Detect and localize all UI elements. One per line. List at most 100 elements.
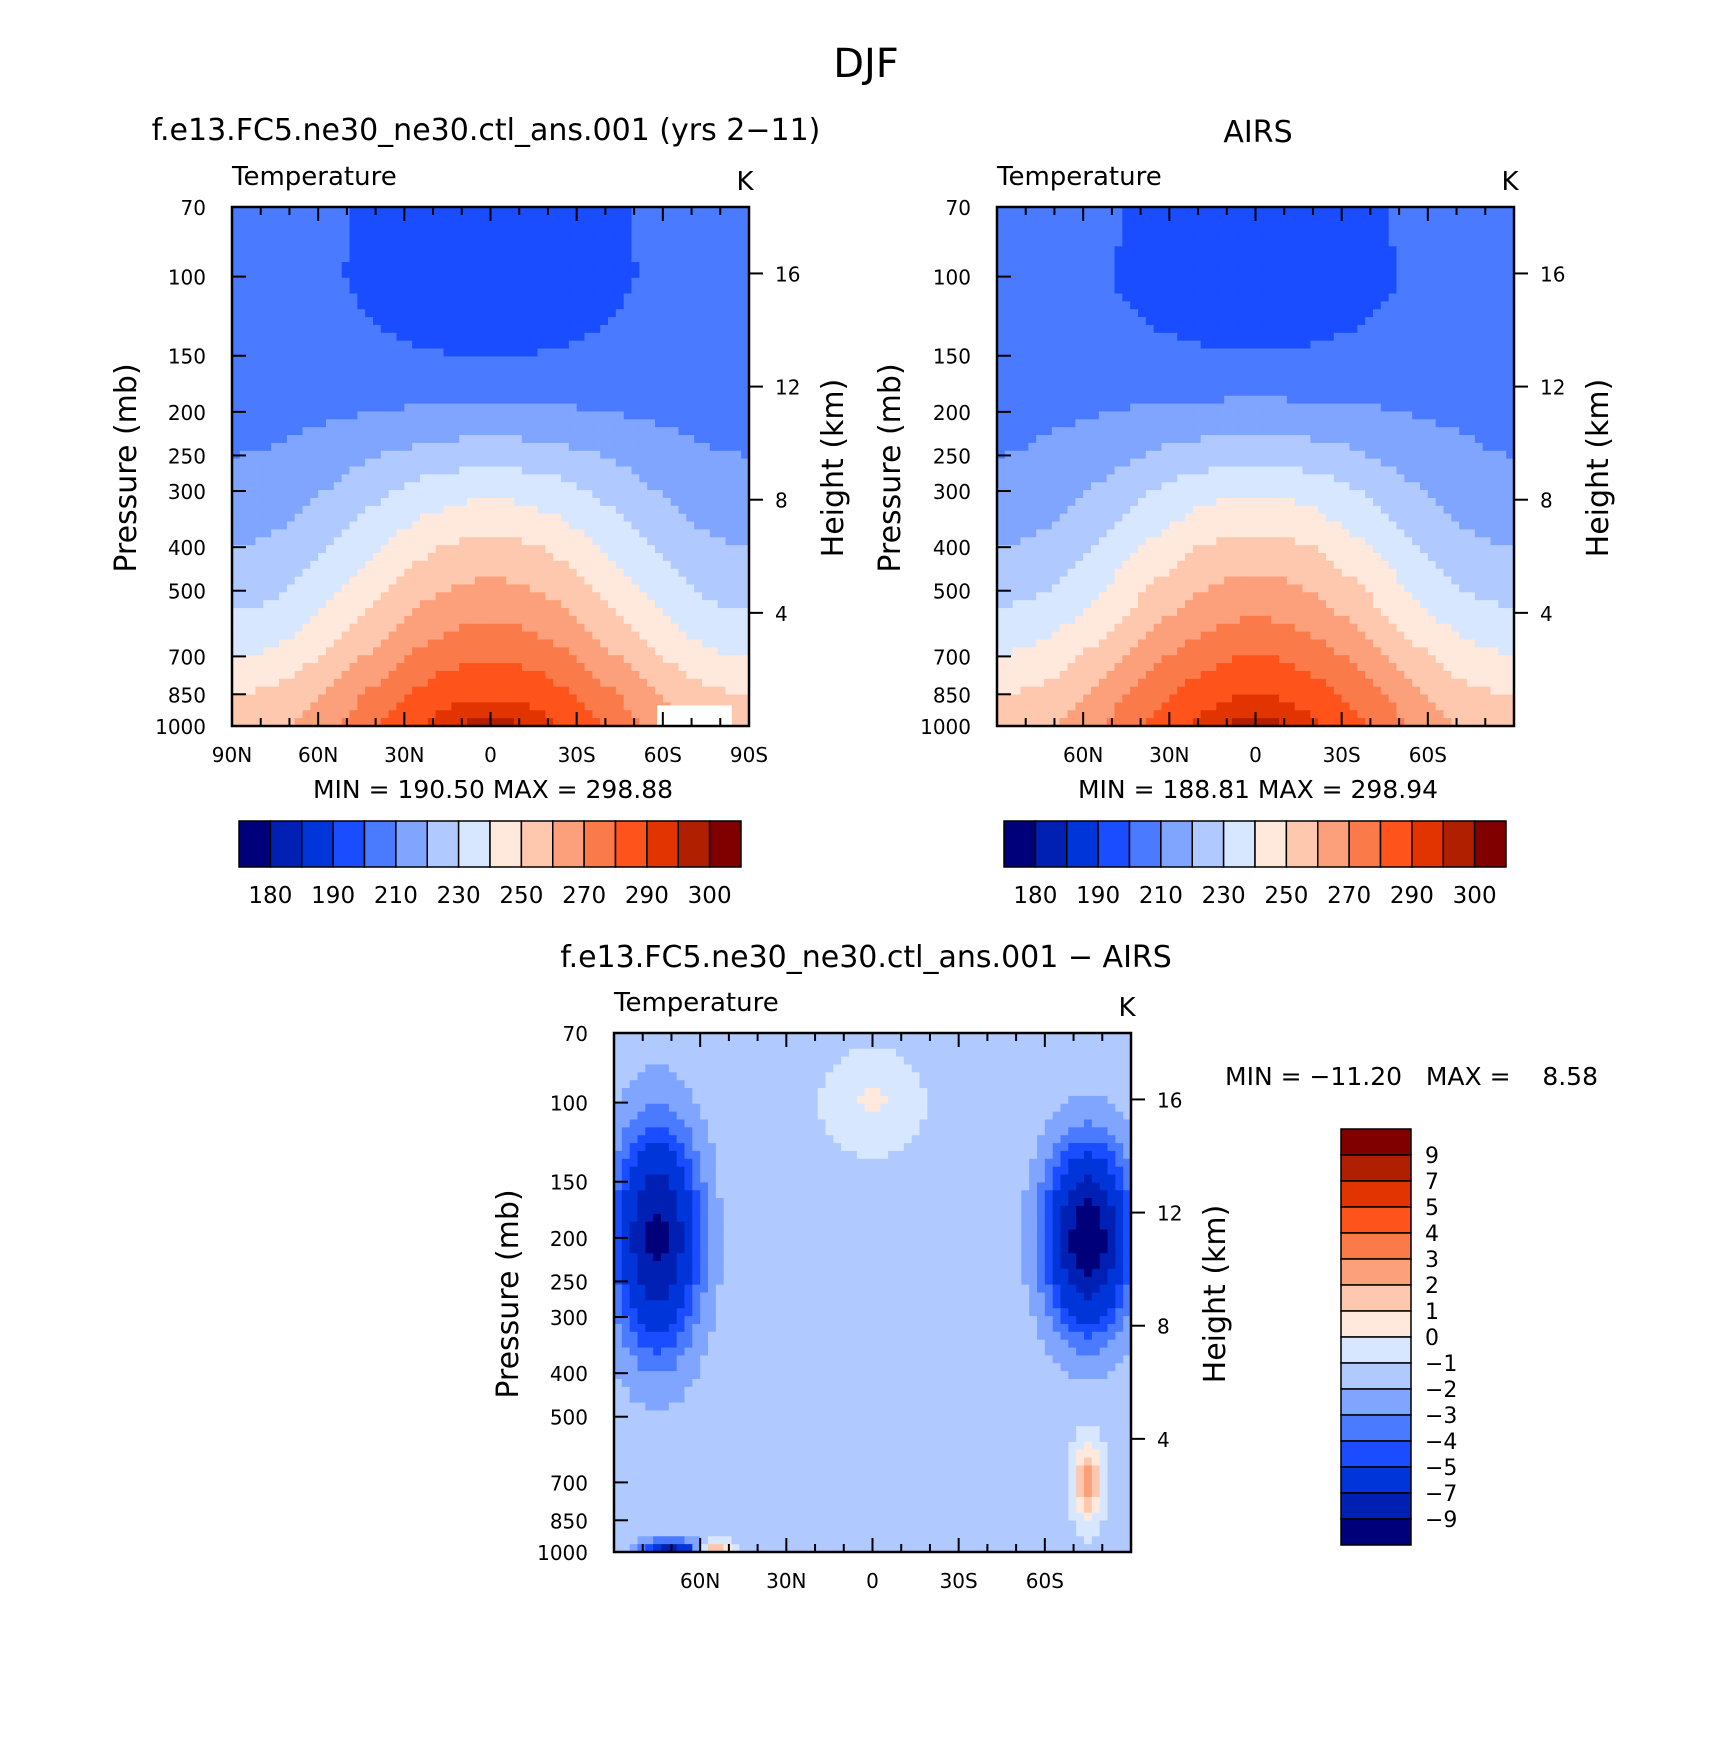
model-field-cell (741, 301, 750, 310)
model-field-cell (255, 277, 264, 287)
model-field-cell (529, 545, 539, 554)
model-field-cell (490, 372, 499, 381)
model-field-cell (615, 458, 625, 468)
model-field-cell (427, 694, 437, 704)
model-field-cell (506, 222, 515, 232)
obs-field-cell (1286, 238, 1296, 247)
model-field-cell (600, 450, 609, 460)
model-field-cell (498, 600, 507, 609)
model-field-cell (388, 678, 398, 688)
model-field-cell (615, 647, 625, 656)
model-field-cell (639, 497, 648, 507)
model-field-cell (545, 545, 554, 554)
model-field-cell (302, 702, 311, 711)
model-field-cell (678, 254, 687, 263)
model-field-cell (592, 332, 601, 342)
model-field-cell (443, 262, 452, 271)
model-field-cell (451, 615, 460, 625)
model-field-cell (388, 340, 398, 350)
model-field-cell (553, 222, 562, 232)
model-field-cell (521, 207, 531, 216)
model-field-cell (318, 254, 327, 263)
model-field-cell (302, 694, 311, 704)
model-field-cell (239, 718, 249, 727)
model-field-cell (655, 678, 664, 688)
model-field-cell (608, 670, 617, 680)
obs-field-cell (1232, 246, 1241, 255)
model-field-cell (545, 317, 554, 326)
model-field-cell (451, 238, 460, 247)
model-field-cell (263, 309, 272, 318)
model-field-cell (608, 545, 617, 554)
model-field-cell (709, 387, 719, 397)
model-field-cell (545, 490, 554, 499)
model-field-cell (482, 466, 492, 475)
obs-field-cell (997, 262, 1006, 271)
model-field-cell (600, 442, 609, 452)
latitude-tick-label: 60N (298, 743, 338, 767)
model-field-cell (247, 427, 257, 436)
model-field-cell (647, 639, 656, 648)
model-field-cell (733, 419, 742, 428)
model-field-cell (592, 372, 601, 381)
obs-field-cell (1185, 254, 1194, 263)
model-field-cell (545, 702, 554, 711)
model-field-cell (506, 545, 515, 554)
model-field-cell (490, 324, 499, 334)
model-field-cell (647, 655, 656, 664)
obs-field-cell (1106, 207, 1116, 216)
model-field-cell (427, 246, 437, 255)
obs-field-cell (1404, 246, 1413, 255)
model-field-cell (302, 576, 311, 586)
model-field-cell (678, 608, 687, 617)
model-field-cell (286, 521, 296, 531)
model-field-cell (459, 214, 468, 224)
obs-field-cell (1302, 230, 1311, 240)
model-field-cell (529, 568, 539, 578)
model-field-cell (427, 497, 437, 507)
model-field-cell (741, 529, 750, 538)
model-field-cell (709, 309, 719, 318)
model-field-cell (506, 309, 515, 318)
model-field-cell (404, 269, 413, 279)
model-field-cell (741, 600, 750, 609)
obs-field-cell (1036, 262, 1045, 271)
model-field-cell (662, 521, 672, 531)
model-field-cell (545, 309, 554, 318)
model-field-cell (529, 584, 539, 593)
model-field-cell (702, 348, 711, 358)
model-field-cell (318, 592, 327, 601)
obs-field-cell (1380, 262, 1390, 271)
model-field-cell (529, 222, 539, 232)
model-field-cell (639, 277, 648, 287)
model-field-cell (576, 395, 586, 405)
model-field-cell (584, 497, 593, 507)
model-field-cell (318, 395, 327, 405)
model-field-cell (709, 490, 719, 499)
model-field-cell (545, 458, 554, 468)
model-field-cell (568, 537, 578, 546)
model-field-cell (709, 277, 719, 287)
model-field-cell (623, 568, 633, 578)
model-field-cell (459, 372, 468, 381)
model-field-cell (490, 309, 499, 318)
model-field-cell (584, 419, 593, 428)
model-field-cell (294, 474, 304, 483)
panel-model-units-label: K (736, 167, 754, 197)
model-field-cell (412, 356, 421, 365)
model-field-cell (694, 560, 703, 570)
model-field-cell (506, 380, 515, 389)
model-field-cell (631, 639, 640, 648)
model-field-cell (568, 372, 578, 381)
model-field-cell (294, 623, 304, 633)
model-field-cell (255, 647, 264, 656)
model-field-cell (451, 608, 460, 617)
model-field-cell (709, 332, 719, 342)
model-field-cell (608, 285, 617, 295)
model-field-cell (615, 560, 625, 570)
model-field-cell (733, 301, 742, 310)
model-field-cell (717, 411, 727, 420)
model-field-cell (271, 269, 280, 279)
model-field-cell (373, 670, 382, 680)
model-field-cell (451, 387, 460, 397)
